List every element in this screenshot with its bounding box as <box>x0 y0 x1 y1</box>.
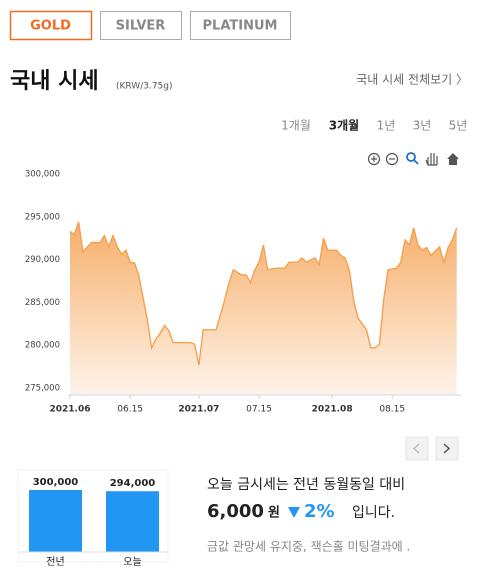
x-tick-label: 08.15 <box>379 405 405 415</box>
zoom-in-button[interactable] <box>367 152 381 166</box>
metal-tab-label: PLATINUM <box>203 19 278 34</box>
diff-percent: 2% <box>304 501 335 522</box>
metal-tab[interactable] <box>100 11 182 40</box>
summary-tail: 입니다. <box>352 505 395 521</box>
y-tick-label: 280,000 <box>25 341 60 351</box>
metal-tab-label: SILVER <box>116 19 166 34</box>
market-comment: 금값 관망세 유지중, 잭슨홀 미팅결과에 . <box>207 540 410 554</box>
x-tick-label: 2021.08 <box>312 405 353 415</box>
chart-toolbar <box>367 152 459 166</box>
y-tick-label: 275,000 <box>25 384 60 394</box>
period-option[interactable]: 1개월 <box>281 119 311 133</box>
summary-text: 오늘 금시세는 전년 동월동일 대비 <box>207 477 405 493</box>
bar-category-label: 오늘 <box>123 556 141 568</box>
pan-button[interactable] <box>425 153 438 166</box>
period-option[interactable]: 3개월 <box>329 118 359 133</box>
zoom-button[interactable] <box>406 152 419 165</box>
bar <box>106 491 159 552</box>
x-tick-label: 07.15 <box>246 405 272 415</box>
period-option[interactable]: 3년 <box>413 119 432 133</box>
reset-button[interactable] <box>447 153 459 165</box>
bar-value-label: 300,000 <box>33 477 79 488</box>
pager <box>405 436 459 461</box>
price-area <box>70 221 457 395</box>
y-tick-label: 295,000 <box>25 212 60 222</box>
x-tick-label: 2021.06 <box>50 405 91 415</box>
section-title: 국내 시세 <box>10 69 99 94</box>
metal-tab[interactable] <box>9 10 93 41</box>
zoom-out-button[interactable] <box>385 152 399 166</box>
next-icon <box>443 443 451 454</box>
unit-label: (KRW/3.75g) <box>116 82 173 92</box>
bar-value-label: 294,000 <box>110 478 156 489</box>
prev-button[interactable] <box>405 436 429 461</box>
metal-tab[interactable] <box>190 11 291 40</box>
diff-unit: 원 <box>268 506 280 521</box>
view-all-link[interactable]: 국내 시세 전체보기 〉 <box>356 73 468 87</box>
next-button[interactable] <box>435 436 459 461</box>
diff-amount: 6,000 <box>207 501 264 522</box>
period-option[interactable]: 1년 <box>377 119 396 133</box>
y-tick-label: 300,000 <box>25 170 60 180</box>
y-tick-label: 285,000 <box>25 298 60 308</box>
period-option[interactable]: 5년 <box>449 119 468 133</box>
prev-icon <box>412 443 420 454</box>
y-tick-label: 290,000 <box>25 255 60 265</box>
mini-chart-frame <box>17 469 169 563</box>
bar-category-label: 전년 <box>46 556 64 568</box>
bar <box>29 490 82 552</box>
x-tick-label: 06.15 <box>117 405 143 415</box>
price-line <box>69 221 458 366</box>
x-tick-label: 2021.07 <box>178 405 219 415</box>
metal-tab-label: GOLD <box>30 19 71 34</box>
down-arrow <box>288 507 300 518</box>
